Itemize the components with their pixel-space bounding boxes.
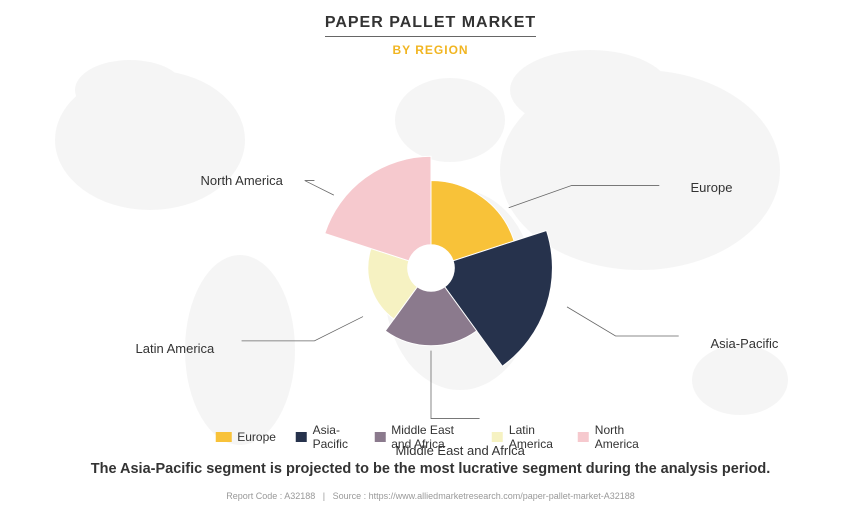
leader-line <box>567 307 679 336</box>
legend-label: Asia-Pacific <box>313 423 355 451</box>
chart-title: PAPER PALLET MARKET <box>325 14 536 37</box>
chart-subtitle: BY REGION <box>0 43 861 57</box>
legend-label: Europe <box>237 430 276 444</box>
leader-line <box>304 180 333 195</box>
report-code: Report Code : A32188 <box>226 491 315 501</box>
legend-label: Middle East and Africa <box>391 423 472 451</box>
legend-item: North America <box>578 423 646 451</box>
legend-swatch <box>296 432 307 442</box>
legend-swatch <box>492 432 503 442</box>
source: Source : https://www.alliedmarketresearc… <box>333 491 635 501</box>
legend-label: North America <box>595 423 646 451</box>
legend-item: Middle East and Africa <box>374 423 472 451</box>
slice-label: Latin America <box>136 341 215 356</box>
legend-swatch <box>578 432 589 442</box>
legend-item: Latin America <box>492 423 558 451</box>
footer: Report Code : A32188 | Source : https://… <box>226 491 635 501</box>
slice-label: Asia-Pacific <box>711 336 779 351</box>
title-block: PAPER PALLET MARKET BY REGION <box>0 0 861 57</box>
slice-north-america <box>324 156 430 261</box>
legend-item: Asia-Pacific <box>296 423 354 451</box>
leader-line <box>241 316 362 340</box>
slice-label: Europe <box>691 180 733 195</box>
legend: Europe Asia-Pacific Middle East and Africa… <box>215 423 646 451</box>
legend-swatch <box>374 432 385 442</box>
slice-label: North America <box>201 173 283 188</box>
donut-hole <box>407 244 454 291</box>
tagline: The Asia-Pacific segment is projected to… <box>91 461 771 477</box>
legend-label: Latin America <box>509 423 558 451</box>
legend-swatch <box>215 432 231 442</box>
legend-item: Europe <box>215 430 276 444</box>
polar-area-chart: EuropeAsia-PacificMiddle East and Africa… <box>171 98 691 438</box>
leader-line <box>431 350 480 418</box>
leader-line <box>508 185 659 207</box>
